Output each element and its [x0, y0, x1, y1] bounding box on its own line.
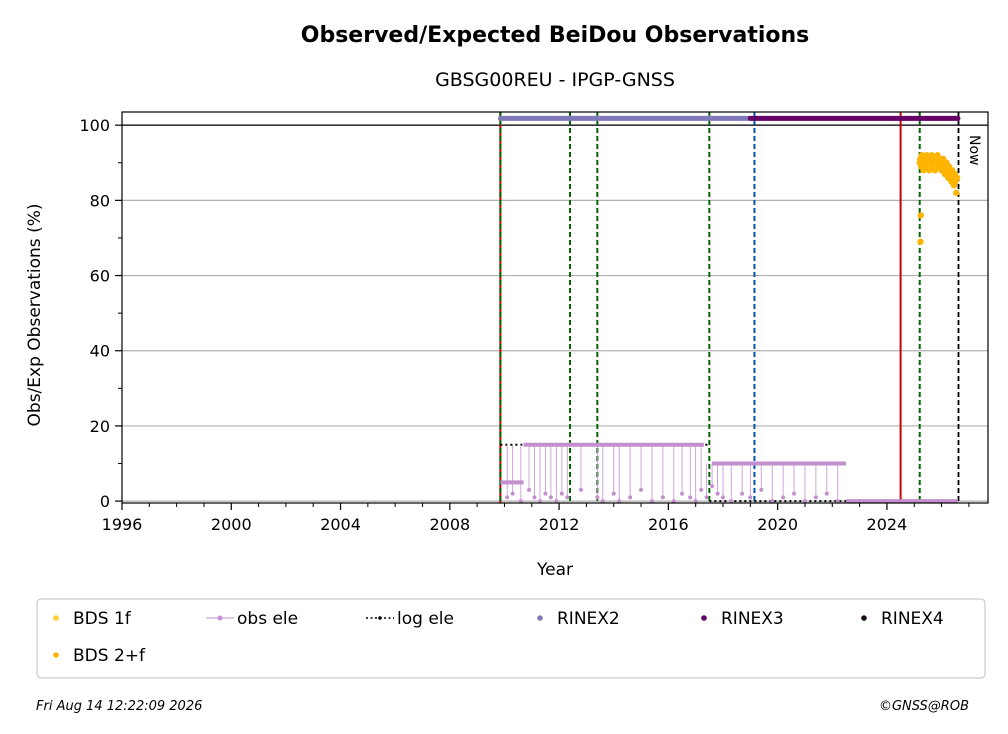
x-tick-label: 2012	[539, 515, 580, 534]
obs-ele-point	[600, 499, 605, 504]
x-tick-label: 2016	[648, 515, 689, 534]
obs-ele-point	[688, 495, 693, 500]
legend-marker	[53, 615, 59, 621]
obs-ele-point	[781, 495, 786, 500]
obs-ele-point	[660, 495, 665, 500]
obs-ele-point	[693, 499, 698, 504]
obs-ele-point	[710, 484, 715, 489]
legend-label: RINEX4	[881, 609, 944, 629]
obs-ele-point	[649, 499, 654, 504]
x-tick-label: 2000	[211, 515, 252, 534]
x-axis-label: Year	[536, 560, 573, 580]
legend-label: RINEX2	[557, 609, 620, 629]
obs-ele-point	[537, 499, 542, 504]
x-tick-label: 2004	[320, 515, 361, 534]
obs-ele-point	[532, 495, 537, 500]
footer-credit: ©GNSS@ROB	[879, 699, 969, 714]
y-tick-label: 100	[79, 116, 110, 135]
chart-title: Observed/Expected BeiDou Observations	[301, 23, 810, 48]
obs-ele-point	[565, 495, 570, 500]
legend-marker	[861, 615, 867, 621]
obs-ele-point	[554, 499, 559, 504]
obs-ele-point	[628, 495, 633, 500]
footer-timestamp: Fri Aug 14 12:22:09 2026	[36, 699, 202, 714]
plot-frame	[121, 111, 989, 504]
obs-ele-point	[505, 495, 510, 500]
bds-2f-point	[917, 238, 924, 245]
obs-ele-point	[510, 491, 515, 496]
y-axis-label: Obs/Exp Observations (%)	[25, 204, 45, 427]
legend-marker	[537, 615, 543, 621]
obs-ele-point	[770, 499, 775, 504]
obs-ele-point	[759, 487, 764, 492]
x-tick-label: 2024	[867, 515, 908, 534]
legend-marker	[53, 652, 59, 658]
x-tick-label: 2020	[757, 515, 798, 534]
legend-label: log ele	[397, 609, 454, 629]
legend-box	[36, 598, 986, 679]
x-tick-label: 2008	[429, 515, 470, 534]
chart-subtitle: GBSG00REU - IPGP-GNSS	[435, 69, 675, 91]
obs-ele-point	[595, 495, 600, 500]
y-tick-label: 20	[90, 417, 110, 436]
obs-ele-point	[527, 487, 532, 492]
legend-label: BDS 1f	[73, 609, 132, 629]
obs-ele-point	[543, 491, 548, 496]
obs-ele-point	[729, 499, 734, 504]
y-tick-label: 60	[90, 267, 110, 286]
obs-ele-point	[802, 499, 807, 504]
obs-ele-point	[617, 499, 622, 504]
obs-ele-point	[680, 491, 685, 496]
y-tick-label: 40	[90, 342, 110, 361]
legend-label: obs ele	[237, 609, 298, 629]
obs-ele-point	[671, 499, 676, 504]
obs-ele-point	[578, 487, 583, 492]
y-tick-label: 80	[90, 191, 110, 210]
obs-ele-point	[748, 495, 753, 500]
obs-ele-point	[559, 491, 564, 496]
x-tick-label: 1996	[102, 515, 143, 534]
obs-ele-point	[548, 495, 553, 500]
obs-ele-point	[792, 491, 797, 496]
bds-2f-point	[953, 189, 960, 197]
legend: BDS 1f obs ele log ele RINEX2 RINEX3 RINEX4 BD…	[53, 609, 944, 666]
legend-marker	[701, 615, 707, 621]
obs-ele-point	[813, 495, 818, 500]
plot-area	[122, 112, 988, 504]
y-tick-label: 0	[100, 492, 110, 511]
obs-ele-point	[611, 491, 616, 496]
bds-2f-point	[953, 174, 961, 181]
legend-label: BDS 2+f	[73, 646, 146, 666]
obs-ele-point	[699, 487, 704, 492]
bds-2f-point	[917, 212, 924, 219]
obs-ele-point	[740, 491, 745, 496]
obs-ele-point	[704, 495, 709, 500]
obs-ele-point	[715, 491, 720, 496]
legend-marker-log-ele-dot	[378, 616, 382, 620]
bds-2f-point	[931, 167, 939, 174]
legend-label: RINEX3	[721, 609, 784, 629]
now-label: Now	[966, 135, 982, 166]
obs-ele-point	[639, 487, 644, 492]
axis-ticks: 1996 2000 2004 2008 2012 2016 2020 2024 0 20 40 60 8…	[79, 116, 970, 534]
obs-ele-point	[518, 499, 523, 504]
legend-marker-obs-ele-dot	[217, 615, 223, 621]
obs-ele-point	[835, 499, 840, 504]
obs-ele-point	[721, 495, 726, 500]
obs-ele-point	[824, 491, 829, 496]
